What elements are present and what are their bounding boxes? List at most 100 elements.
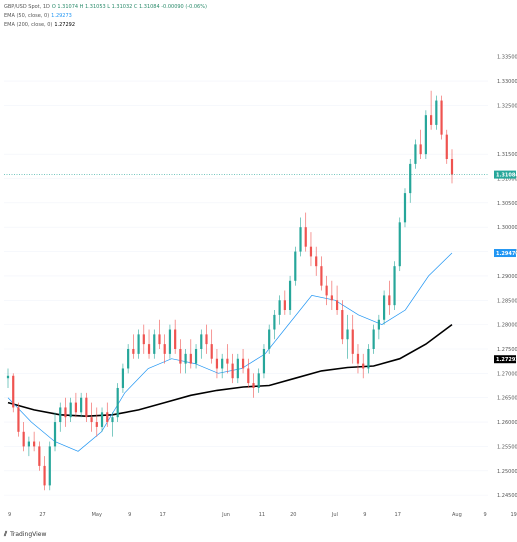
candle-body	[53, 422, 57, 447]
candle-body	[43, 465, 46, 486]
candle-body	[132, 348, 135, 354]
candle-body	[388, 295, 391, 306]
y-tick-label: 1.31500	[497, 152, 517, 158]
tradingview-logo[interactable]: ⫽ TradingView	[4, 530, 46, 539]
candle-body	[226, 358, 229, 364]
y-tick-label: 1.33500	[497, 55, 517, 61]
candle-body	[241, 358, 245, 369]
candle-body	[309, 246, 313, 257]
candle-body	[247, 368, 250, 384]
candle-body	[435, 100, 438, 125]
candle-body	[273, 314, 276, 330]
ema200-tag-box	[494, 355, 516, 364]
candle-body	[116, 387, 119, 418]
candle-body	[325, 285, 328, 296]
candle-body	[95, 422, 98, 427]
candle-body	[414, 144, 417, 164]
candle-body	[142, 334, 145, 345]
y-tick-label: 1.27500	[497, 347, 517, 353]
x-tick-label: 9	[8, 512, 11, 518]
ema50-tag-box	[494, 249, 516, 258]
y-tick-label: 1.28000	[497, 323, 517, 329]
last-price-tag-text: 1.31084	[496, 173, 517, 179]
candle-body	[231, 363, 234, 379]
candle-body	[6, 375, 10, 379]
candle-body	[362, 363, 365, 369]
x-tick-label: 20	[290, 512, 296, 518]
candle-body	[315, 256, 318, 267]
candle-body	[215, 358, 219, 369]
y-tick-label: 1.26500	[497, 396, 517, 402]
candle-body	[153, 334, 156, 354]
candle-body	[450, 159, 454, 175]
candle-body	[356, 353, 360, 364]
candle-body	[299, 227, 302, 252]
price-tags: 1.31084 1.29470 1.27292	[494, 170, 517, 364]
candle-body	[294, 251, 297, 281]
candle-body	[403, 193, 407, 223]
candle-body	[163, 344, 166, 354]
candle-body	[121, 368, 125, 388]
y-tick-label: 1.26000	[497, 420, 517, 426]
candle-body	[168, 329, 172, 354]
candle-body	[419, 144, 422, 155]
x-tick-label: 9	[484, 512, 487, 518]
x-tick-label: 11	[259, 512, 265, 518]
candle-body	[257, 373, 260, 388]
candle-body	[440, 100, 443, 135]
candle-body	[106, 412, 109, 423]
x-tick-label: Jun	[221, 512, 230, 518]
y-tick-label: 1.24500	[497, 493, 517, 499]
candle-body	[80, 397, 83, 413]
candle-body	[262, 348, 266, 374]
candle-body	[17, 407, 20, 432]
symbol-label: GBP/USD Spot, 1D	[4, 4, 50, 10]
candlestick-series	[6, 90, 454, 491]
candle-body	[236, 358, 239, 379]
legend-symbol-row[interactable]: GBP/USD Spot, 1D O 1.31074 H 1.31053 L 1…	[4, 3, 207, 12]
candle-body	[330, 295, 333, 301]
chart-legend: GBP/USD Spot, 1D O 1.31074 H 1.31053 L 1…	[4, 3, 207, 30]
y-tick-label: 1.27000	[497, 371, 517, 377]
candle-body	[184, 353, 187, 364]
candle-body	[210, 344, 213, 359]
candle-body	[341, 310, 344, 340]
candle-body	[74, 402, 78, 413]
candle-body	[351, 329, 354, 354]
y-axis[interactable]: 1.33500 1.33000 1.32500 1.31500 1.31000 1.305…	[497, 55, 517, 499]
y-tick-label: 1.33000	[497, 79, 517, 85]
candle-body	[320, 266, 323, 286]
y-tick-label: 1.25000	[497, 469, 517, 475]
candle-body	[445, 134, 448, 160]
candle-body	[38, 446, 41, 466]
x-axis[interactable]: 927May917Jun1120Jul917Aug919Sep9	[8, 512, 517, 518]
x-tick-label: Aug	[452, 512, 462, 518]
ema200-value: 1.27292	[54, 22, 76, 28]
candle-body	[85, 397, 88, 418]
candle-body	[346, 329, 349, 340]
candle-body	[252, 383, 255, 388]
candle-body	[59, 407, 62, 423]
y-tick-label: 1.32500	[497, 103, 517, 109]
candle-body	[189, 353, 192, 364]
candle-body	[90, 417, 93, 423]
candle-body	[127, 348, 130, 369]
ema50-label: EMA (50, close, 0)	[4, 13, 50, 19]
y-tick-label: 1.30500	[497, 201, 517, 207]
candle-body	[283, 300, 286, 311]
candle-body	[398, 222, 401, 267]
legend-ema200-row[interactable]: EMA (200, close, 0) 1.27292	[4, 21, 207, 30]
y-tick-label: 1.25500	[497, 444, 517, 450]
x-tick-label: 9	[363, 512, 366, 518]
candle-body	[179, 348, 182, 364]
x-tick-label: 17	[395, 512, 401, 518]
ema-200-path	[7, 323, 453, 418]
ema50-tag-text: 1.29470	[496, 251, 517, 257]
candle-body	[33, 441, 36, 447]
last-price-tag-box	[494, 170, 516, 179]
candle-body	[174, 329, 177, 349]
x-tick-label: May	[92, 512, 102, 518]
legend-ema50-row[interactable]: EMA (50, close, 0) 1.29273	[4, 12, 207, 21]
